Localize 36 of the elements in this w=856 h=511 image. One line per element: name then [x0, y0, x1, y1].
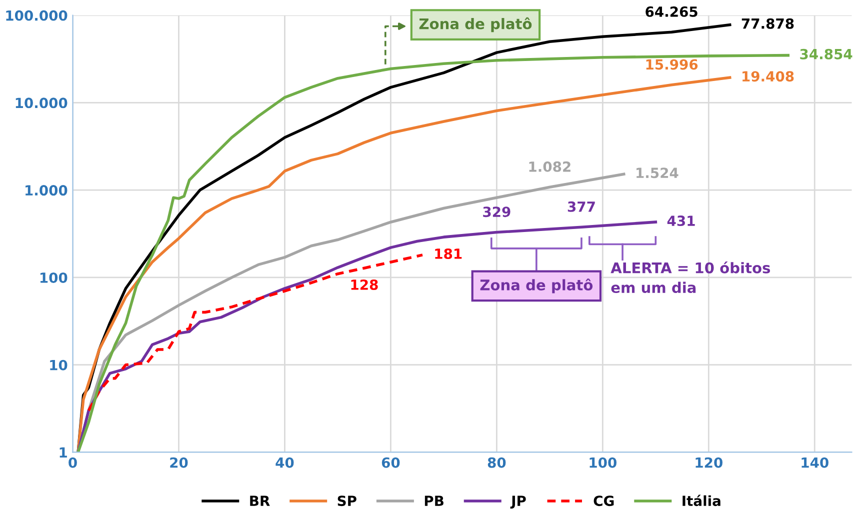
- data-label: 64.265: [646, 6, 698, 17]
- x-tick-label: 0: [68, 457, 77, 468]
- annotation: ALERTA = 10 óbitos em um dia: [610, 262, 770, 294]
- x-tick-label: 120: [696, 457, 722, 468]
- legend-label: Itália: [682, 494, 720, 506]
- data-label: 15.996: [646, 59, 698, 70]
- data-label: 431: [667, 216, 695, 226]
- data-label: 1.082: [529, 161, 570, 172]
- data-label: 34.854: [800, 48, 852, 60]
- y-tick-label: 1.000: [26, 185, 68, 196]
- data-label: 128: [351, 279, 378, 290]
- legend-label: BR: [250, 496, 270, 506]
- y-tick-label: 1: [60, 447, 67, 458]
- x-tick-label: 100: [590, 457, 616, 468]
- y-tick-label: 10: [50, 360, 68, 370]
- data-label: 181: [435, 248, 462, 259]
- data-label: 1.524: [636, 168, 678, 178]
- data-label: 377: [568, 201, 595, 212]
- legend-label: CG: [594, 496, 614, 506]
- x-tick-label: 80: [488, 457, 506, 468]
- legend-label: PB: [424, 496, 444, 506]
- y-tick-label: 100.000: [6, 10, 68, 21]
- line-series: [87, 254, 424, 412]
- data-label: 77.878: [742, 18, 794, 29]
- y-tick-label: 10.000: [16, 98, 68, 108]
- legend-label: SP: [338, 496, 356, 506]
- data-label: 329: [483, 206, 510, 218]
- legend-label: JP: [510, 496, 526, 509]
- data-label: 19.408: [742, 71, 794, 82]
- x-tick-label: 20: [170, 457, 188, 468]
- y-tick-label: 100: [40, 272, 68, 283]
- x-tick-label: 140: [802, 457, 828, 468]
- annotation: Zona de platô: [419, 17, 532, 32]
- x-tick-label: 60: [382, 457, 400, 468]
- x-tick-label: 40: [276, 457, 294, 468]
- annotation: Zona de platô: [480, 278, 593, 294]
